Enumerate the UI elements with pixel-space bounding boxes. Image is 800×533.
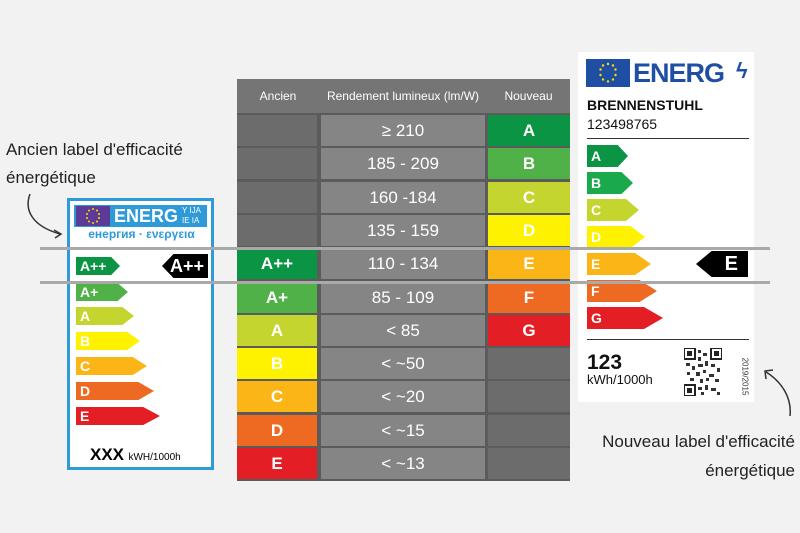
header-old: Ancien xyxy=(259,89,297,103)
old-class-cell: B xyxy=(237,348,317,380)
efficacy-range-cell: < 85 xyxy=(321,314,485,346)
old-class-a-plus-plus: A++ xyxy=(76,257,120,275)
efficacy-range-cell: < ~13 xyxy=(321,448,485,479)
eu-flag-icon xyxy=(76,206,110,226)
efficacy-range-cell: < ~50 xyxy=(321,348,485,380)
old-class-c: C xyxy=(76,357,147,375)
new-class-cell: G xyxy=(488,314,570,346)
old-class-cell: A++ xyxy=(237,248,317,280)
old-class-cell xyxy=(237,181,317,213)
efficacy-range-cell: < ~20 xyxy=(321,381,485,413)
old-class-cell: A xyxy=(237,314,317,346)
new-class-g: G xyxy=(587,307,663,329)
new-class-cell: B xyxy=(488,148,570,180)
new-class-cell: C xyxy=(488,181,570,213)
efficacy-range-cell: ≥ 210 xyxy=(321,115,485,146)
old-class-a-plus: A+ xyxy=(76,283,128,301)
new-class-c: C xyxy=(587,199,639,221)
old-class-cell xyxy=(237,214,317,246)
curved-arrow-icon xyxy=(764,369,791,417)
table-row: D < ~15 xyxy=(237,414,570,446)
old-class-cell: C xyxy=(237,381,317,413)
eu-flag-icon xyxy=(586,59,630,87)
new-class-cell: E xyxy=(488,248,570,280)
table-row: E < ~13 xyxy=(237,448,570,479)
header-efficacy: Rendement lumineux (lm/W) xyxy=(326,89,480,103)
table-row: A++ 110 - 134 E xyxy=(237,248,570,280)
new-class-cell xyxy=(488,348,570,380)
new-class-cell: F xyxy=(488,281,570,313)
efficacy-range-cell: < ~15 xyxy=(321,414,485,446)
old-class-cell: A+ xyxy=(237,281,317,313)
new-class-a: A xyxy=(587,145,628,167)
lightning-icon: ϟ xyxy=(736,58,748,83)
highlight-line-bottom xyxy=(40,281,770,284)
old-class-a: A xyxy=(76,307,134,325)
efficacy-range-cell: 185 - 209 xyxy=(321,148,485,180)
old-class-cell xyxy=(237,148,317,180)
table-row: 135 - 159 D xyxy=(237,214,570,246)
new-class-cell xyxy=(488,448,570,479)
new-class-e: E xyxy=(587,253,651,275)
old-class-e: E xyxy=(76,407,160,425)
old-label-header: ENERG Y IJA IE IA xyxy=(74,205,207,227)
table-row: 160 -184 C xyxy=(237,181,570,213)
qr-code-icon xyxy=(683,347,723,397)
divider xyxy=(587,138,749,139)
new-selected-class-badge: E xyxy=(696,251,748,277)
new-label-caption: Nouveau label d'efficacité énergétique xyxy=(602,432,795,480)
curved-arrow-icon xyxy=(27,193,63,239)
efficacy-range-cell: 135 - 159 xyxy=(321,214,485,246)
new-class-b: B xyxy=(587,172,633,194)
table-row: A+ 85 - 109 F xyxy=(237,281,570,313)
new-energy-label: ENERG ϟ BRENNENSTUHL 123498765 A B C D E… xyxy=(578,52,754,402)
new-class-cell xyxy=(488,381,570,413)
efficacy-range-cell: 110 - 134 xyxy=(321,248,485,280)
table-row: ≥ 210 A xyxy=(237,115,570,146)
highlight-line-top xyxy=(40,247,770,250)
table-row: C < ~20 xyxy=(237,381,570,413)
table-row: A < 85 G xyxy=(237,314,570,346)
efficacy-range-cell: 160 -184 xyxy=(321,181,485,213)
old-class-cell: E xyxy=(237,448,317,479)
old-selected-class-badge: A++ xyxy=(162,254,208,278)
new-class-cell xyxy=(488,414,570,446)
table-row: B < ~50 xyxy=(237,348,570,380)
old-class-cell xyxy=(237,115,317,146)
old-label-caption: Ancien label d'efficacité énergétique xyxy=(6,140,183,187)
old-class-b: B xyxy=(76,332,140,350)
new-class-d: D xyxy=(587,226,645,248)
comparison-table: Ancien Rendement lumineux (lm/W) Nouveau… xyxy=(237,79,570,481)
table-header: Ancien Rendement lumineux (lm/W) Nouveau xyxy=(237,79,570,113)
old-class-d: D xyxy=(76,382,154,400)
new-class-f: F xyxy=(587,280,657,302)
header-new: Nouveau xyxy=(504,89,553,103)
old-consumption: XXX kWH/1000h xyxy=(90,445,181,464)
old-class-cell: D xyxy=(237,414,317,446)
efficacy-range-cell: 85 - 109 xyxy=(321,281,485,313)
divider xyxy=(587,339,749,340)
old-energy-label: ENERG Y IJA IE IA енергия · ενεργεια A++… xyxy=(67,198,214,470)
new-class-cell: D xyxy=(488,214,570,246)
new-class-cell: A xyxy=(488,115,570,146)
table-row: 185 - 209 B xyxy=(237,148,570,180)
